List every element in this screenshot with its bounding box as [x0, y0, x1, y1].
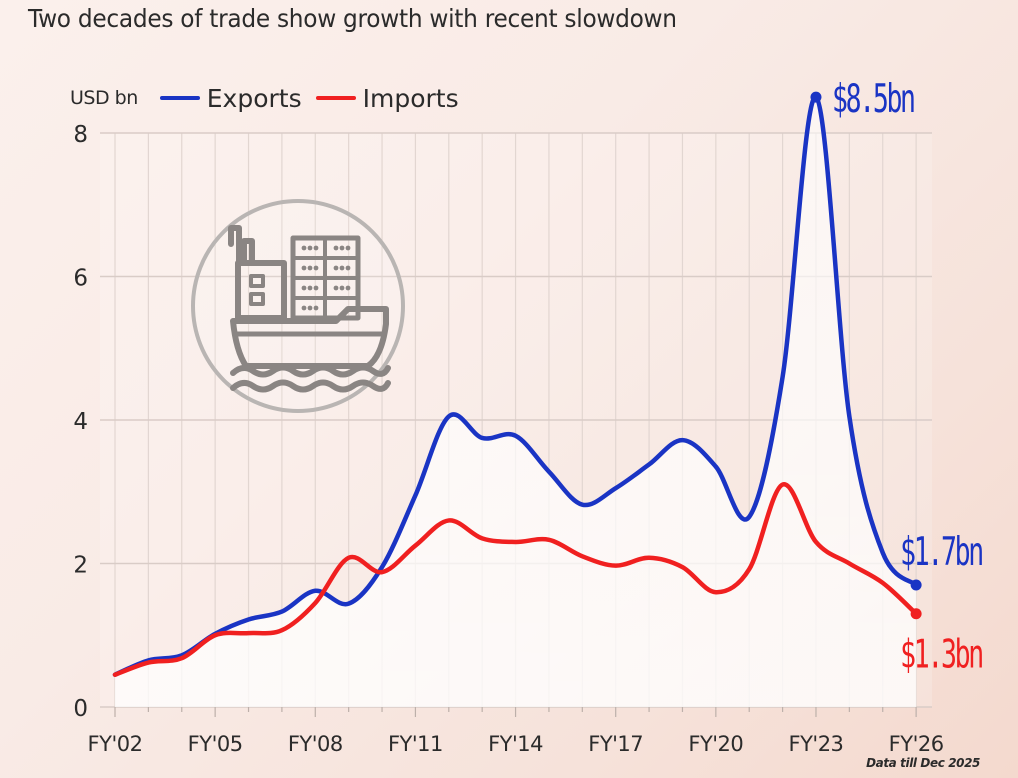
annotation-exports-23: $8.5bn — [832, 76, 914, 122]
y-tick-label: 4 — [73, 409, 88, 435]
y-tick-label: 8 — [73, 122, 88, 148]
chart-title: Two decades of trade show growth with re… — [28, 4, 677, 33]
x-axis: FY'02 FY'05 FY'08 FY'11 FY'14 FY'17 FY'20 FY'23… — [88, 707, 944, 756]
endpoint-marker-imports — [910, 608, 922, 620]
value-annotations: $8.5bn $1.7bn $1.3bn — [810, 76, 985, 677]
x-tick-label: FY'20 — [688, 732, 743, 756]
y-axis: 0 2 4 6 8 — [73, 122, 88, 722]
x-tick-label: FY'02 — [88, 732, 143, 756]
x-tick-label: FY'11 — [388, 732, 443, 756]
x-tick-label: FY'26 — [889, 732, 944, 756]
line-imports — [112, 482, 919, 677]
legend-label-imports: Imports — [362, 83, 459, 113]
annotation-exports-26: $1.7bn — [900, 529, 982, 575]
x-tick-label: FY'17 — [588, 732, 643, 756]
footnote: Data till Dec 2025 — [866, 756, 980, 770]
exports-area — [115, 96, 917, 707]
endpoint-markers — [910, 579, 922, 620]
peak-marker-exports — [810, 91, 822, 103]
legend-item-exports: Exports — [159, 83, 302, 113]
x-tick-label: FY'14 — [488, 732, 543, 756]
y-tick-label: 6 — [73, 266, 88, 292]
legend: USD bn Exports Imports — [70, 82, 473, 114]
area-under-exports — [115, 96, 917, 707]
legend-label-exports: Exports — [206, 83, 302, 113]
legend-item-imports: Imports — [315, 83, 459, 113]
x-tick-label: FY'08 — [288, 732, 343, 756]
x-tick-label: FY'05 — [188, 732, 243, 756]
endpoint-marker-exports — [910, 579, 922, 591]
x-tick-label: FY'23 — [789, 732, 844, 756]
y-tick-label: 0 — [73, 696, 88, 722]
cargo-ship-icon — [191, 199, 405, 413]
legend-swatch-imports — [315, 96, 356, 100]
y-axis-unit-label: USD bn — [70, 87, 138, 109]
legend-swatch-exports — [159, 96, 200, 100]
y-tick-label: 2 — [73, 553, 88, 579]
annotation-imports-26: $1.3bn — [900, 631, 982, 677]
